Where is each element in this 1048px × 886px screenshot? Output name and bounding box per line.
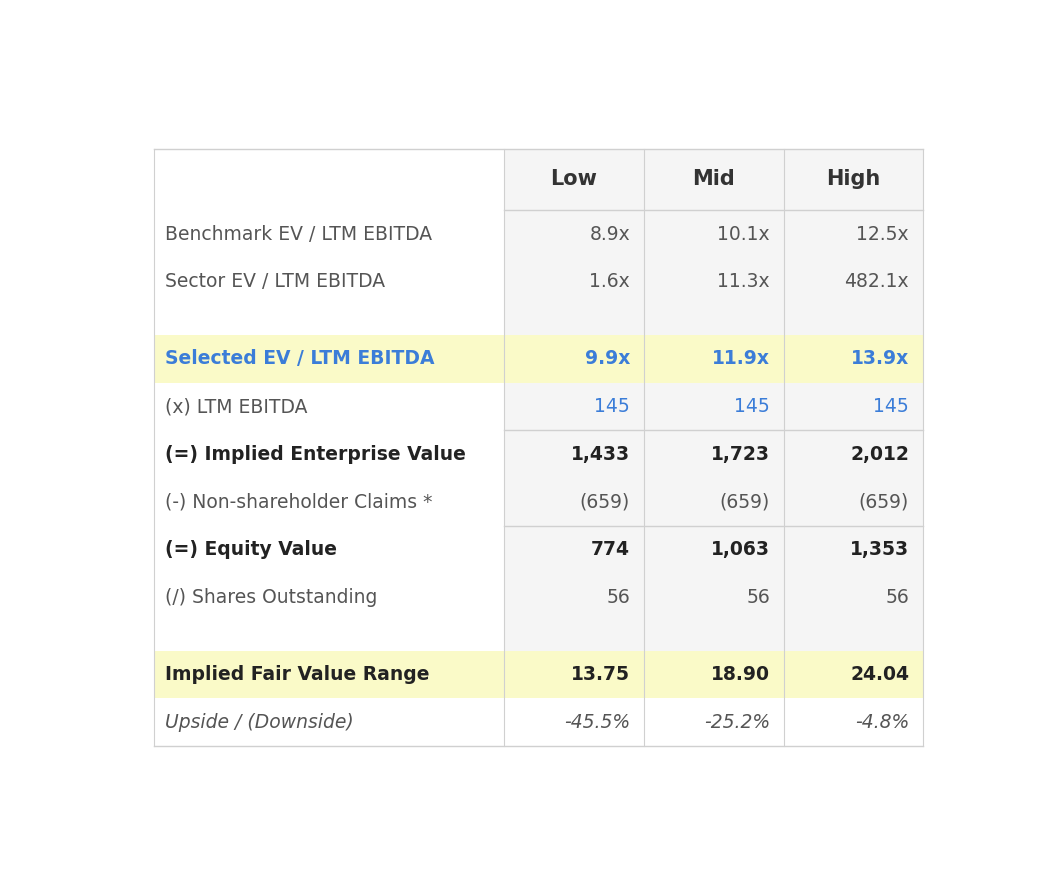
Bar — [784, 621, 923, 650]
Text: 9.9x: 9.9x — [585, 349, 630, 369]
Text: 18.90: 18.90 — [711, 665, 770, 684]
Bar — [643, 574, 784, 621]
Text: 56: 56 — [607, 588, 630, 607]
Bar — [643, 149, 784, 210]
Text: 10.1x: 10.1x — [717, 225, 770, 244]
Bar — [504, 650, 643, 698]
Bar — [643, 526, 784, 574]
Bar — [784, 526, 923, 574]
Bar — [643, 478, 784, 526]
Bar — [643, 383, 784, 431]
Bar — [154, 335, 504, 383]
Bar — [504, 698, 643, 746]
Bar — [643, 431, 784, 478]
Bar — [504, 431, 643, 478]
Text: 774: 774 — [591, 540, 630, 559]
Bar — [154, 650, 504, 698]
Bar — [643, 621, 784, 650]
Text: 2,012: 2,012 — [850, 445, 909, 464]
Text: (659): (659) — [859, 493, 909, 511]
Bar — [784, 149, 923, 210]
Text: (659): (659) — [580, 493, 630, 511]
Bar — [504, 526, 643, 574]
Bar — [643, 210, 784, 258]
Text: 145: 145 — [873, 397, 909, 416]
Text: (=) Implied Enterprise Value: (=) Implied Enterprise Value — [166, 445, 466, 464]
Text: 56: 56 — [886, 588, 909, 607]
Text: -4.8%: -4.8% — [855, 713, 909, 732]
Bar — [784, 383, 923, 431]
Text: 11.9x: 11.9x — [712, 349, 770, 369]
Bar — [504, 383, 643, 431]
Bar — [504, 478, 643, 526]
Text: 13.9x: 13.9x — [851, 349, 909, 369]
Bar — [643, 258, 784, 306]
Bar — [504, 306, 643, 335]
Text: (659): (659) — [720, 493, 770, 511]
Bar — [643, 650, 784, 698]
Text: Upside / (Downside): Upside / (Downside) — [166, 713, 354, 732]
Bar — [643, 698, 784, 746]
Text: 13.75: 13.75 — [571, 665, 630, 684]
Text: 1,063: 1,063 — [711, 540, 770, 559]
Text: (/) Shares Outstanding: (/) Shares Outstanding — [166, 588, 377, 607]
Text: 482.1x: 482.1x — [845, 272, 909, 291]
Text: 11.3x: 11.3x — [717, 272, 770, 291]
Bar — [784, 431, 923, 478]
Bar — [784, 574, 923, 621]
Text: Implied Fair Value Range: Implied Fair Value Range — [166, 665, 430, 684]
Text: Sector EV / LTM EBITDA: Sector EV / LTM EBITDA — [166, 272, 386, 291]
Text: (x) LTM EBITDA: (x) LTM EBITDA — [166, 397, 308, 416]
Text: 1,723: 1,723 — [711, 445, 770, 464]
Text: (-) Non-shareholder Claims *: (-) Non-shareholder Claims * — [166, 493, 433, 511]
Text: 1,433: 1,433 — [571, 445, 630, 464]
Text: -25.2%: -25.2% — [703, 713, 770, 732]
Bar — [504, 335, 643, 383]
Bar — [643, 335, 784, 383]
Bar — [784, 258, 923, 306]
Bar — [784, 650, 923, 698]
Text: 24.04: 24.04 — [850, 665, 909, 684]
Text: 145: 145 — [735, 397, 770, 416]
Bar — [504, 258, 643, 306]
Text: 12.5x: 12.5x — [856, 225, 909, 244]
Text: 1,353: 1,353 — [850, 540, 909, 559]
Bar — [504, 574, 643, 621]
Bar — [504, 210, 643, 258]
Text: (=) Equity Value: (=) Equity Value — [166, 540, 337, 559]
Text: 56: 56 — [746, 588, 770, 607]
Text: Low: Low — [550, 169, 597, 190]
Text: 145: 145 — [594, 397, 630, 416]
Text: Benchmark EV / LTM EBITDA: Benchmark EV / LTM EBITDA — [166, 225, 432, 244]
Bar — [784, 306, 923, 335]
Bar — [784, 335, 923, 383]
Text: -45.5%: -45.5% — [564, 713, 630, 732]
Bar — [784, 478, 923, 526]
Bar — [784, 210, 923, 258]
Text: 8.9x: 8.9x — [589, 225, 630, 244]
Text: Selected EV / LTM EBITDA: Selected EV / LTM EBITDA — [166, 349, 435, 369]
Bar — [643, 306, 784, 335]
Bar — [504, 149, 643, 210]
Bar — [504, 621, 643, 650]
Text: High: High — [827, 169, 880, 190]
Bar — [784, 698, 923, 746]
Text: Mid: Mid — [693, 169, 736, 190]
Text: 1.6x: 1.6x — [589, 272, 630, 291]
